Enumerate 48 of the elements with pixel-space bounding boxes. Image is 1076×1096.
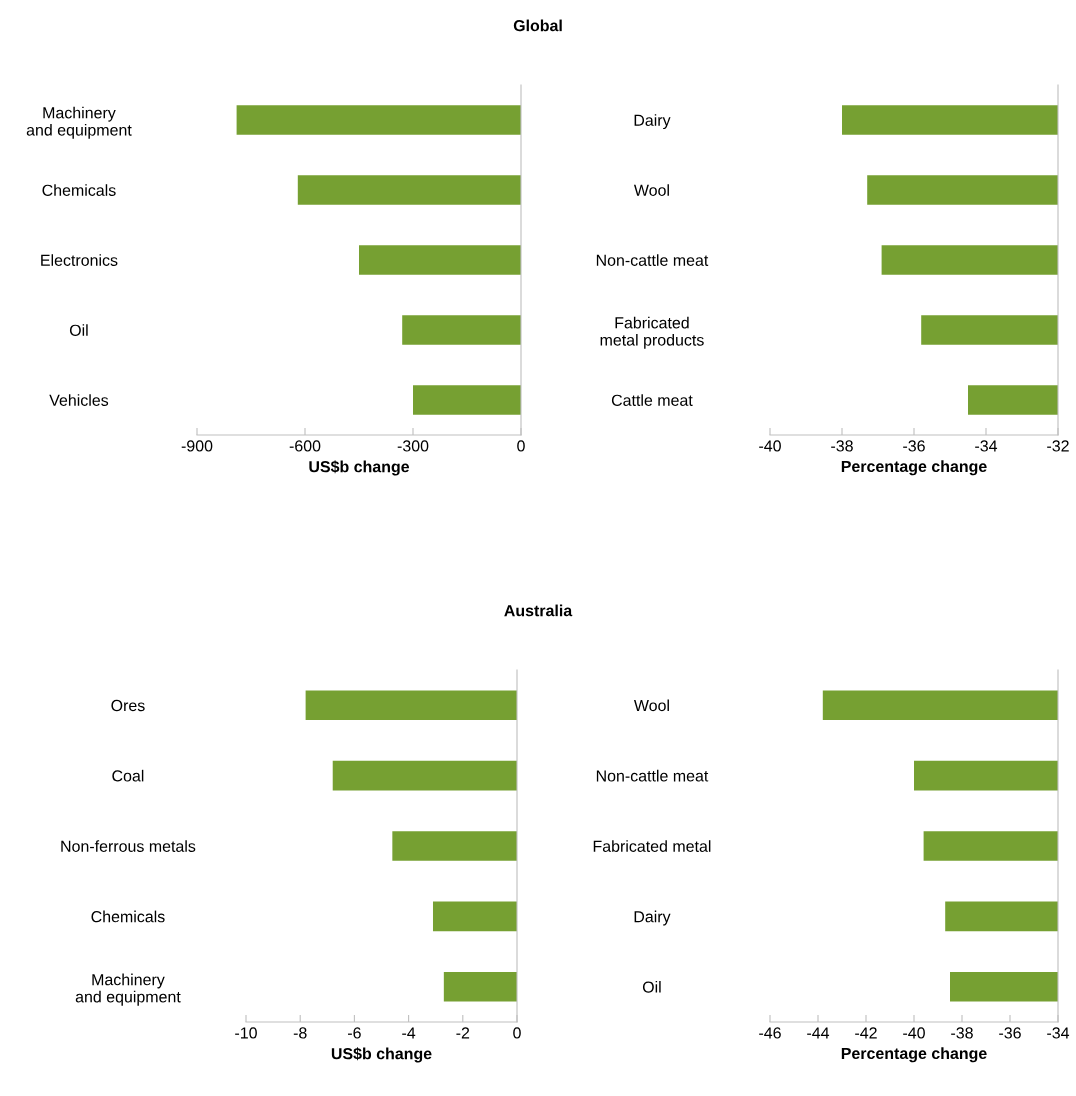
y-tick-label: Non-cattle meat — [596, 254, 709, 266]
y-tick-label: Oil — [69, 324, 88, 336]
y-tick-label: Fabricated metal — [593, 840, 711, 852]
chart-title: Australia — [504, 604, 573, 617]
x-tick-label: -34 — [975, 440, 998, 452]
x-tick-label: -42 — [855, 1027, 877, 1039]
x-tick-label: -44 — [807, 1027, 830, 1039]
x-axis-title: US$b change — [331, 1047, 432, 1063]
y-tick-label: Dairy — [634, 114, 671, 130]
x-tick-label: -36 — [903, 440, 925, 452]
x-tick-label: -38 — [951, 1027, 973, 1039]
y-tick-label: Electronics — [41, 254, 118, 266]
y-tick-label: Non-ferrous metals — [61, 840, 196, 852]
x-tick-label: -38 — [831, 440, 853, 452]
x-tick-label: 0 — [513, 1027, 521, 1039]
x-tick-label: -46 — [759, 1027, 781, 1039]
y-tick-label: Non-cattle meat — [596, 769, 709, 782]
y-tick-label: Vehicles — [49, 394, 109, 406]
y-tick-label: Machinery and equipment — [26, 106, 132, 139]
y-tick-label: Dairy — [634, 910, 671, 926]
x-tick-label: -300 — [397, 440, 429, 452]
x-tick-label: -4 — [402, 1027, 416, 1039]
x-tick-label: -10 — [235, 1027, 257, 1039]
y-tick-label: Chemicals — [42, 184, 116, 196]
y-tick-label: Wool — [633, 184, 669, 196]
x-tick-label: -6 — [348, 1027, 361, 1039]
chart-title: Global — [513, 19, 562, 32]
x-axis-title: Percentage change — [841, 460, 987, 476]
x-axis-title: Percentage change — [841, 1047, 987, 1063]
x-tick-label: -2 — [456, 1027, 470, 1039]
y-tick-label: Machinery and equipment — [75, 973, 181, 1006]
x-tick-label: -40 — [759, 440, 781, 452]
x-tick-label: -8 — [293, 1027, 307, 1039]
y-tick-label: Oil — [642, 981, 661, 993]
x-tick-label: -600 — [289, 440, 321, 452]
x-tick-label: -32 — [1047, 440, 1069, 452]
x-axis-title: US$b change — [309, 460, 410, 476]
x-tick-label: -34 — [1047, 1027, 1070, 1039]
x-tick-label: -36 — [999, 1027, 1021, 1039]
y-tick-label: Wool — [633, 699, 669, 712]
y-tick-label: Coal — [112, 769, 144, 782]
x-tick-label: -40 — [903, 1027, 925, 1039]
y-tick-label: Cattle meat — [611, 394, 693, 406]
y-tick-label: Ores — [111, 699, 145, 712]
x-tick-label: 0 — [517, 440, 525, 452]
y-tick-label: Chemicals — [91, 910, 165, 923]
x-tick-label: -900 — [181, 440, 213, 452]
y-tick-label: Fabricated metal products — [600, 316, 704, 349]
